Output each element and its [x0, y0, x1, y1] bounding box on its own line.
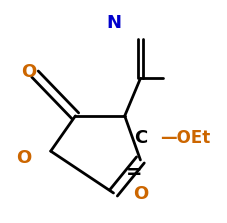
Text: O: O — [133, 185, 148, 203]
Text: =: = — [126, 163, 142, 182]
Text: C: C — [134, 129, 147, 147]
Text: N: N — [106, 14, 121, 32]
Text: —OEt: —OEt — [160, 129, 211, 147]
Text: O: O — [16, 149, 31, 167]
Text: O: O — [21, 63, 36, 81]
